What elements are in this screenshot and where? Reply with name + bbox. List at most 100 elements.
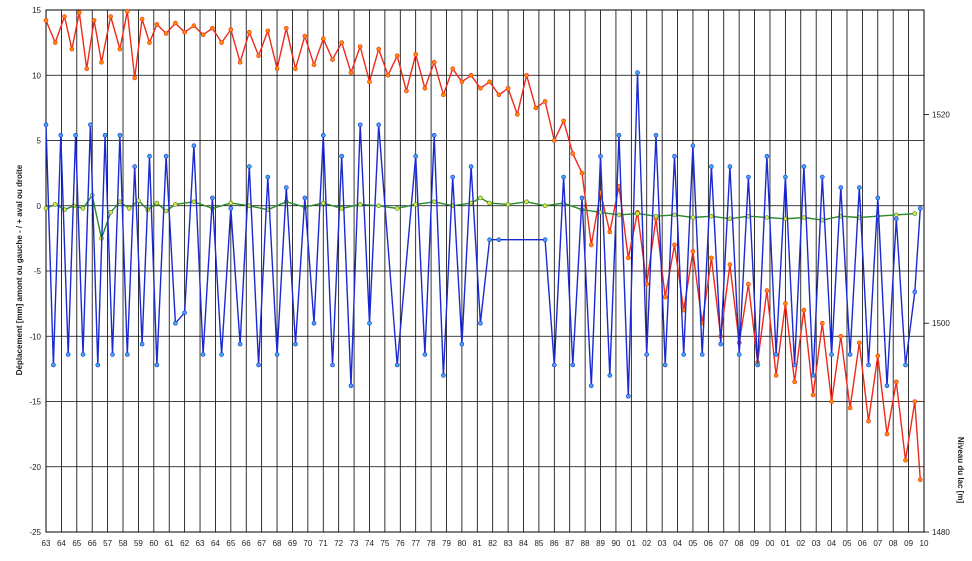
data-point [52,40,58,45]
data-point [598,153,603,159]
data-point [579,195,585,201]
x-tick-label: 77 [411,539,420,548]
data-point [139,16,145,22]
data-point [182,310,187,316]
data-point [829,352,834,357]
x-tick-label: 09 [750,539,759,548]
data-point [893,379,899,385]
x-tick-label: 06 [858,539,867,548]
data-point [875,195,881,201]
data-point [43,122,49,128]
data-point [80,352,86,357]
data-point [727,164,733,169]
y-tick-label: 0 [37,202,42,211]
data-point [764,215,770,220]
data-point [819,174,825,180]
x-tick-label: 63 [196,539,205,548]
data-point [394,53,400,59]
data-point [43,18,49,23]
data-point [561,174,566,180]
data-point [228,27,234,32]
data-point [265,28,271,34]
y-tick-label: 15 [32,6,41,15]
data-point [542,237,548,242]
data-point [247,29,252,35]
data-point [237,341,243,347]
data-point [210,195,215,201]
data-point [339,40,345,45]
data-point [625,255,631,261]
data-point [339,153,345,159]
x-tick-label: 09 [904,539,913,548]
data-point [487,237,492,242]
x-tick-label: 63 [42,539,51,548]
data-point [838,185,844,190]
data-point [219,40,224,45]
data-point [173,320,178,326]
data-point [200,352,206,357]
x-tick-label: 84 [519,539,528,548]
data-point [320,133,326,138]
data-point [228,200,234,206]
data-point [102,133,108,138]
x-tick-label: 73 [350,539,359,548]
data-point [367,320,372,326]
data-point [117,133,123,138]
data-point [746,281,751,287]
x-tick-label: 90 [611,539,620,548]
y2-tick-label: 1480 [932,528,950,537]
x-tick-label: 06 [704,539,713,548]
data-point [348,383,354,389]
data-point [496,92,502,98]
x-tick-label: 60 [149,539,158,548]
data-point [302,33,308,39]
x-tick-label: 03 [812,539,821,548]
data-point [672,153,677,159]
data-point [99,59,104,65]
data-point [367,79,372,85]
data-point [376,122,382,128]
data-point [829,399,834,404]
data-point [431,59,437,65]
data-point [917,206,923,211]
data-point [792,362,797,368]
data-point [311,62,317,68]
data-point [65,352,71,357]
x-tick-label: 65 [72,539,81,548]
data-point [80,206,86,211]
data-point [533,105,539,111]
data-point [77,10,82,15]
x-tick-label: 65 [226,539,235,548]
data-point [256,362,261,368]
data-point [662,294,668,300]
data-point [746,174,751,180]
x-tick-label: 05 [688,539,697,548]
x-tick-label: 82 [488,539,497,548]
y2-tick-label: 1500 [932,319,950,328]
data-point [487,79,492,85]
data-point [84,66,89,71]
data-point [117,199,123,205]
data-point [163,153,169,159]
data-point [330,362,335,368]
data-point [561,118,566,124]
data-point [228,206,234,211]
x-tick-label: 74 [365,539,374,548]
data-point [422,352,428,357]
data-point [163,208,169,214]
data-point [903,362,908,368]
data-point [311,320,317,326]
data-point [773,373,779,378]
data-point [810,373,816,378]
data-point [431,133,437,138]
data-point [727,262,733,267]
data-point [570,362,576,368]
data-point [524,73,529,78]
data-point [132,75,137,81]
data-point [690,249,696,254]
data-point [147,153,152,159]
data-point [394,206,400,211]
x-tick-label: 02 [642,539,651,548]
data-point [672,242,677,248]
data-point [487,200,492,206]
